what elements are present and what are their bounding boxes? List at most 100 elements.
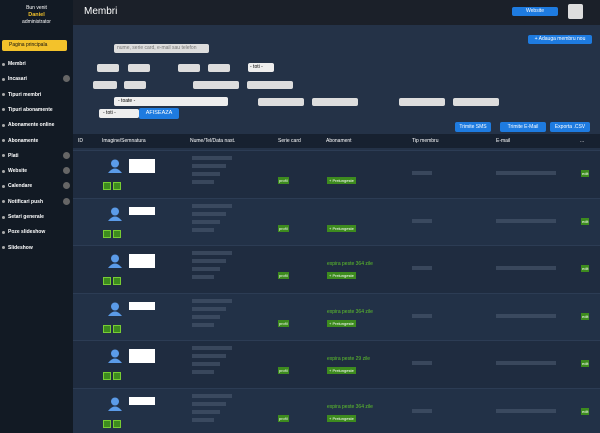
expiry-text: expira peste 364 zile bbox=[327, 403, 373, 410]
website-button[interactable]: Website bbox=[512, 7, 558, 16]
column-header: Nume/Tel/Data nast. bbox=[190, 138, 236, 144]
filter-input[interactable] bbox=[193, 81, 239, 89]
extend-button[interactable]: + Prelungeste bbox=[327, 224, 356, 232]
signature bbox=[129, 206, 155, 215]
blurred-text bbox=[192, 259, 226, 263]
action-button[interactable]: Trimite E-Mail bbox=[500, 122, 546, 132]
icon-button[interactable] bbox=[113, 277, 121, 285]
blurred-text bbox=[192, 267, 220, 271]
expand-icon[interactable] bbox=[63, 182, 70, 190]
menu-dot bbox=[2, 93, 5, 97]
filter-input[interactable] bbox=[128, 64, 150, 72]
filter-input[interactable] bbox=[93, 81, 117, 89]
extend-button[interactable]: + Prelungeste bbox=[327, 367, 356, 374]
action-button[interactable]: Exporta .CSV bbox=[550, 122, 590, 132]
filter-input[interactable] bbox=[208, 64, 230, 72]
menu-item[interactable]: Membri bbox=[8, 61, 26, 67]
menu-item[interactable]: Abonamente online bbox=[8, 122, 55, 129]
icon-button[interactable] bbox=[103, 277, 111, 285]
user-role: administrator bbox=[22, 19, 51, 25]
card-tag[interactable]: profil bbox=[278, 367, 289, 374]
search-input[interactable]: nume, serie card, e-mail sau telefon bbox=[114, 44, 209, 53]
edit-button[interactable]: edit bbox=[581, 170, 590, 177]
show-button[interactable]: AFISEAZA bbox=[139, 108, 179, 119]
menu-item[interactable]: Abonamente bbox=[8, 137, 39, 144]
card-tag[interactable]: profil bbox=[278, 414, 289, 422]
menu-item[interactable]: Slideshow bbox=[8, 244, 33, 251]
filter-input[interactable] bbox=[178, 64, 200, 72]
expand-icon[interactable] bbox=[63, 75, 70, 83]
blurred-text bbox=[192, 219, 220, 224]
blurred-text bbox=[192, 370, 214, 374]
menu-item[interactable]: Tipuri abonamente bbox=[8, 106, 53, 113]
edit-button[interactable]: edit bbox=[581, 407, 590, 415]
icon-button[interactable] bbox=[113, 324, 121, 333]
blurred-text bbox=[412, 313, 432, 318]
edit-button[interactable]: edit bbox=[581, 360, 590, 367]
menu-dot bbox=[2, 215, 5, 219]
icon-button[interactable] bbox=[103, 229, 111, 238]
icon-button[interactable] bbox=[103, 372, 111, 380]
add-member-button[interactable]: + Adauga membru nou bbox=[528, 35, 592, 44]
menu-dot bbox=[2, 184, 5, 188]
blurred-text bbox=[192, 322, 214, 327]
extend-button[interactable]: + Prelungeste bbox=[327, 177, 356, 184]
menu-dot bbox=[2, 246, 5, 250]
expiry-text: expira peste 29 zile bbox=[327, 356, 371, 362]
blurred-text bbox=[192, 362, 220, 366]
filter-input[interactable] bbox=[247, 81, 293, 89]
filter-input[interactable] bbox=[258, 98, 304, 106]
card-tag[interactable]: profil bbox=[278, 177, 289, 184]
filter-input[interactable] bbox=[312, 98, 358, 106]
filter-input[interactable] bbox=[453, 98, 499, 106]
menu-item[interactable]: Setari generale bbox=[8, 214, 44, 220]
icon-button[interactable] bbox=[103, 182, 111, 190]
blurred-text bbox=[192, 164, 226, 168]
user-name: Daniel bbox=[28, 12, 45, 18]
menu-item[interactable]: Website bbox=[8, 168, 28, 175]
menu-item[interactable]: Tipuri membri bbox=[8, 91, 42, 98]
icon-button[interactable] bbox=[113, 182, 121, 190]
blurred-text bbox=[192, 156, 232, 160]
icon-button[interactable] bbox=[113, 229, 121, 238]
menu-item[interactable]: Incasari bbox=[8, 76, 27, 83]
page-title: Membri bbox=[84, 6, 118, 17]
expand-icon[interactable] bbox=[63, 197, 70, 205]
icon-button[interactable] bbox=[113, 419, 121, 428]
filter-input[interactable] bbox=[124, 81, 146, 89]
filter-input[interactable] bbox=[399, 98, 445, 106]
edit-button[interactable]: edit bbox=[581, 265, 590, 272]
card-tag[interactable]: profil bbox=[278, 319, 289, 327]
expand-icon[interactable] bbox=[63, 167, 70, 175]
expand-icon[interactable] bbox=[63, 151, 70, 159]
extend-button[interactable]: + Prelungeste bbox=[327, 319, 356, 327]
edit-button[interactable]: edit bbox=[581, 312, 590, 320]
icon-button[interactable] bbox=[103, 419, 111, 428]
select[interactable]: - toti - bbox=[248, 63, 274, 72]
menu-item[interactable]: Poze slideshow bbox=[8, 229, 46, 236]
table-header bbox=[73, 134, 600, 148]
blurred-text bbox=[496, 171, 556, 175]
extend-button[interactable]: + Prelungeste bbox=[327, 414, 356, 422]
menu-item[interactable]: Plati bbox=[8, 152, 19, 159]
icon-button[interactable] bbox=[113, 372, 121, 380]
edit-button[interactable]: edit bbox=[581, 217, 590, 225]
select[interactable]: - toate - bbox=[114, 97, 228, 106]
card-tag[interactable]: profil bbox=[278, 224, 289, 232]
column-header: Imagine/Semnatura bbox=[102, 138, 146, 144]
extend-button[interactable]: + Prelungeste bbox=[327, 272, 356, 279]
blurred-text bbox=[412, 266, 432, 270]
blurred-text bbox=[192, 180, 214, 184]
home-button[interactable]: Pagina principala bbox=[2, 40, 67, 51]
select[interactable]: - toti - bbox=[99, 109, 139, 118]
card-tag[interactable]: profil bbox=[278, 272, 289, 279]
user-icon[interactable] bbox=[568, 4, 583, 19]
blurred-text bbox=[192, 298, 232, 303]
filter-input[interactable] bbox=[97, 64, 119, 72]
icon-button[interactable] bbox=[103, 324, 111, 333]
blurred-text bbox=[192, 251, 232, 255]
menu-item[interactable]: Notificari push bbox=[8, 198, 44, 205]
blurred-text bbox=[192, 203, 232, 208]
action-button[interactable]: Trimite SMS bbox=[455, 122, 491, 132]
menu-item[interactable]: Calendare bbox=[8, 183, 33, 190]
